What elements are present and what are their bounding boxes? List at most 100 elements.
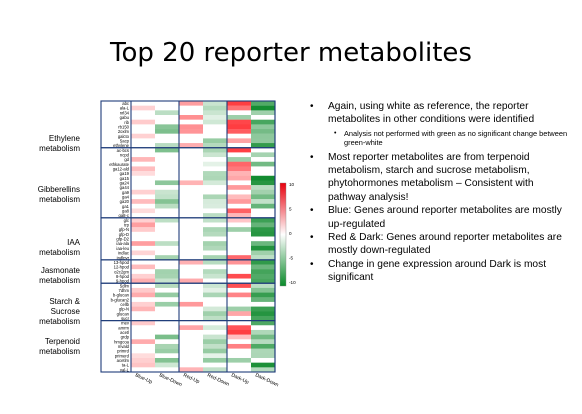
heatmap-cell: [227, 315, 251, 321]
heatmap-cell: [227, 175, 251, 181]
heatmap-cell: [131, 171, 155, 176]
row-label: gfp-D: [119, 232, 129, 237]
heatmap-cell: [251, 362, 275, 368]
row-label: ala-L: [120, 106, 130, 111]
heatmap-cell: [155, 278, 179, 284]
heatmap-cell: [227, 147, 251, 153]
heatmap-cell: [131, 194, 155, 200]
heatmap-cell: [155, 133, 179, 139]
heatmap-cell: [179, 334, 203, 340]
heatmap-cell: [131, 245, 155, 251]
row-label: b-glucan: [113, 293, 130, 298]
heatmap-cell: [155, 143, 179, 148]
heatmap-cell: [227, 292, 251, 298]
heatmap-cell: [155, 255, 179, 261]
group-label-line: metabolism: [39, 144, 80, 153]
row-label: hmgcoa: [114, 339, 130, 344]
heatmap-cell: [155, 357, 179, 363]
heatmap-cell: [179, 222, 203, 228]
heatmap-cell: [131, 124, 155, 130]
heatmap-cell: [251, 231, 275, 237]
heatmap-cell: [179, 171, 203, 176]
row-label: galcto: [118, 134, 130, 139]
heatmap-cell: [155, 222, 179, 228]
heatmap-cell: [251, 236, 275, 242]
row-label: glucan: [117, 311, 130, 316]
row-label: 13-hpod: [114, 260, 130, 265]
heatmap-cell: [179, 245, 203, 251]
heatmap-cell: [155, 138, 179, 144]
heatmap-cell: [131, 213, 155, 219]
heatmap-cell: [227, 236, 251, 242]
row-label: nrl34: [120, 110, 130, 115]
heatmap-cell: [131, 189, 155, 195]
heatmap-cell: [155, 273, 179, 279]
colorbar-tick: -10: [289, 280, 296, 285]
heatmap-cell: [155, 147, 179, 153]
row-label: indlac: [118, 251, 129, 256]
bullet-item: Blue: Genes around reporter metabolites …: [308, 204, 570, 231]
row-labels: abcala-Lnrl34gaburibrb1502oxlmgalcto5acp…: [109, 101, 130, 372]
heatmap-cell: [179, 320, 203, 326]
colorbar-tick: 10: [289, 182, 295, 187]
heatmap-cell: [179, 362, 203, 368]
row-label: ga24: [120, 181, 130, 186]
heatmap-cell: [179, 311, 203, 317]
heatmap-cell: [251, 101, 275, 106]
heatmap-cell: [131, 203, 155, 209]
heatmap-cell: [251, 329, 275, 335]
heatmap-cell: [227, 325, 251, 331]
heatmap-cell: [131, 199, 155, 204]
heatmap-cell: [203, 292, 227, 298]
row-label: 5dlm: [120, 283, 130, 288]
heatmap-cell: [131, 311, 155, 317]
row-label: trp: [124, 223, 130, 228]
heatmap-cell: [179, 278, 203, 284]
heatmap-cell: [251, 208, 275, 214]
heatmap-cell: [251, 255, 275, 261]
heatmap-cell: [227, 166, 251, 172]
row-label: abc: [122, 101, 129, 106]
row-label: val-L: [120, 367, 130, 372]
heatmap-cell: [179, 255, 203, 261]
heatmap-cell: [179, 133, 203, 139]
group-frames: [100, 100, 276, 373]
heatmap-cell: [251, 348, 275, 354]
colorbar-gradient: [279, 182, 287, 287]
heatmap-cell: [179, 166, 203, 172]
heatmap-cell: [155, 185, 179, 190]
heatmap-cell: [251, 110, 275, 116]
heatmap-cell: [179, 199, 203, 204]
bullet-item: Change in gene expression around Dark is…: [308, 258, 570, 285]
group-label-terpenoid: Terpenoid metabolism: [2, 337, 80, 357]
group-label-line: metabolism: [39, 248, 80, 257]
heatmap-cell: [131, 264, 155, 270]
heatmap-cell: [179, 115, 203, 120]
heatmap-cell: [155, 203, 179, 209]
heatmap-cell: [227, 227, 251, 233]
heatmap-cell: [251, 161, 275, 167]
heatmap-cell: [227, 105, 251, 111]
heatmap-cell: [131, 222, 155, 228]
group-label-line: Terpenoid: [44, 337, 80, 346]
heatmap-cell: [179, 348, 203, 354]
group-label-jasmonate: Jasmonate metabolism: [2, 266, 80, 286]
heatmap-cell: [179, 273, 203, 279]
heatmap-cell: [203, 138, 227, 144]
heatmap-cell: [203, 264, 227, 270]
row-label: ga20: [120, 199, 130, 204]
row-label: ac-bcs: [117, 148, 129, 153]
heatmap-cell: [131, 255, 155, 261]
heatmap-cell: [251, 129, 275, 134]
heatmap-cell: [131, 250, 155, 256]
heatmap-cell: [227, 241, 251, 247]
heatmap-cell: [155, 166, 179, 172]
heatmap-cell: [251, 115, 275, 120]
heatmap-cell: [251, 203, 275, 209]
colorbar-tick: -5: [289, 256, 294, 261]
group-label-line: Ethylene: [48, 134, 80, 143]
heatmap-cell: [179, 339, 203, 345]
group-label-gibberellins: Gibberellins metabolism: [2, 185, 80, 205]
heatmap-cell: [251, 227, 275, 233]
heatmap-cell: [131, 143, 155, 148]
